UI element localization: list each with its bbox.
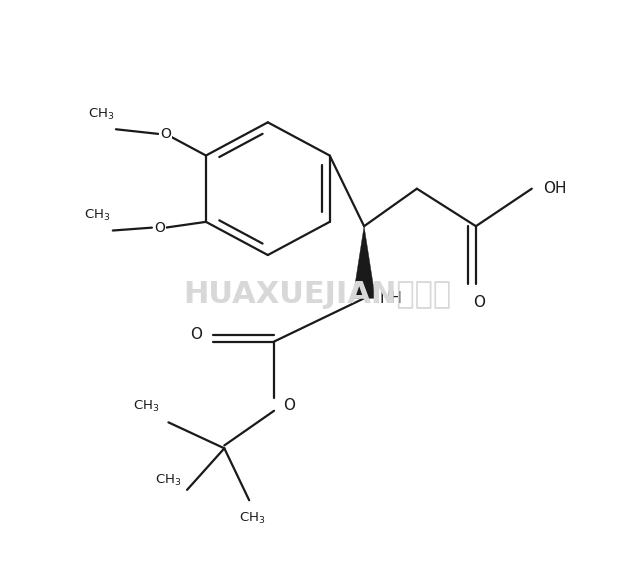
Text: O: O [154, 221, 165, 234]
Text: NH: NH [380, 291, 403, 306]
Text: CH$_3$: CH$_3$ [133, 398, 160, 414]
Text: CH$_3$: CH$_3$ [239, 511, 265, 525]
Polygon shape [353, 226, 375, 298]
Text: O: O [190, 327, 203, 342]
Text: CH$_3$: CH$_3$ [84, 208, 110, 223]
Text: OH: OH [543, 181, 566, 196]
Text: CH$_3$: CH$_3$ [88, 107, 115, 123]
Text: O: O [283, 397, 295, 413]
Text: O: O [160, 127, 171, 141]
Text: CH$_3$: CH$_3$ [155, 473, 182, 488]
Text: O: O [473, 296, 485, 310]
Text: HUAXUEJIAN化学冊: HUAXUEJIAN化学冊 [184, 280, 451, 309]
